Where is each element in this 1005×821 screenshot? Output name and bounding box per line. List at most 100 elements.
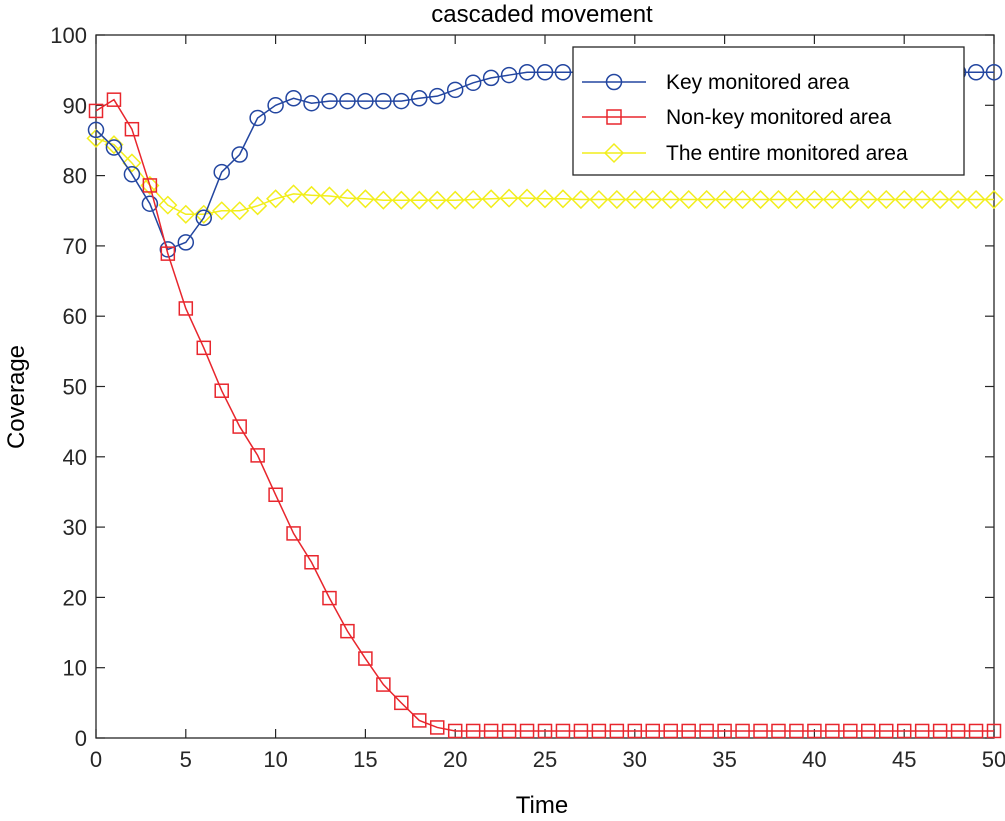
data-point: [376, 677, 391, 692]
data-point: [876, 189, 896, 210]
data-point: [319, 186, 340, 206]
data-point: [625, 189, 645, 210]
data-point: [429, 720, 445, 735]
data-point: [358, 651, 373, 666]
y-axis-title: Coverage: [3, 345, 30, 449]
data-point: [303, 94, 320, 112]
y-tick-label: 80: [63, 164, 87, 189]
data-point: [196, 340, 212, 356]
x-tick-label: 10: [263, 747, 287, 772]
data-point: [804, 189, 824, 210]
data-point: [124, 121, 140, 137]
legend-label-key: Key monitored area: [666, 71, 850, 94]
data-point: [948, 189, 968, 210]
data-point: [357, 92, 374, 110]
data-point: [445, 190, 465, 210]
data-point: [501, 723, 517, 739]
data-point: [822, 189, 842, 210]
data-point: [681, 723, 696, 739]
data-point: [984, 189, 1004, 210]
data-point: [463, 189, 483, 210]
data-point: [555, 723, 571, 739]
series-layer: [86, 64, 1004, 739]
data-point: [735, 723, 750, 739]
data-point: [88, 103, 104, 119]
x-tick-label: 5: [180, 747, 192, 772]
data-point: [825, 723, 840, 739]
x-tick-label: 15: [353, 747, 377, 772]
data-point: [158, 195, 178, 215]
data-point: [771, 723, 786, 739]
data-point: [248, 196, 268, 216]
data-point: [519, 723, 535, 739]
data-point: [966, 189, 986, 210]
legend-marker-entire: [603, 142, 625, 164]
data-point: [266, 189, 286, 209]
data-point: [950, 723, 966, 739]
series-2: [86, 128, 1004, 224]
data-point: [393, 92, 410, 110]
x-tick-label: 40: [802, 747, 826, 772]
data-point: [986, 723, 1002, 739]
data-point: [340, 623, 355, 639]
data-point: [249, 109, 266, 127]
data-point: [553, 189, 573, 209]
data-point: [427, 190, 447, 210]
data-point: [750, 189, 771, 210]
data-point: [535, 189, 555, 209]
data-point: [230, 201, 250, 221]
data-point: [643, 189, 663, 210]
data-point: [571, 189, 591, 210]
y-tick-label: 90: [63, 93, 87, 118]
data-point: [375, 92, 392, 110]
data-point: [894, 189, 914, 210]
x-tick-label: 45: [892, 747, 916, 772]
data-point: [428, 87, 446, 105]
data-point: [176, 204, 196, 224]
y-tick-label: 20: [63, 585, 87, 610]
data-point: [914, 723, 930, 739]
data-point: [554, 64, 572, 81]
data-point: [609, 723, 625, 739]
data-point: [896, 723, 912, 739]
x-tick-label: 20: [443, 747, 467, 772]
data-point: [160, 246, 176, 261]
data-point: [843, 723, 858, 739]
data-point: [645, 723, 661, 739]
data-point: [573, 723, 589, 739]
data-point: [412, 713, 427, 728]
y-tick-label: 100: [50, 23, 87, 48]
data-point: [231, 146, 248, 163]
data-point: [87, 121, 105, 139]
data-point: [878, 723, 894, 739]
data-point: [178, 301, 194, 316]
data-point: [699, 723, 714, 739]
data-point: [159, 241, 177, 258]
data-point: [123, 165, 141, 183]
data-point: [409, 190, 429, 210]
axis-ticks: 0 5 10 15 20 25 30 35 40 45 50 0 10 20 30 40 50 60 70 80 90 1…: [50, 23, 1005, 772]
data-point: [301, 185, 322, 205]
y-tick-label: 70: [63, 234, 87, 259]
data-point: [213, 163, 230, 181]
x-axis-title: Time: [516, 792, 568, 819]
data-point: [337, 188, 358, 208]
data-point: [394, 695, 409, 711]
data-point: [697, 189, 717, 210]
x-tick-label: 35: [712, 747, 736, 772]
legend-label-entire: The entire monitored area: [666, 142, 908, 165]
x-tick-label: 50: [982, 747, 1005, 772]
data-point: [500, 66, 518, 84]
data-point: [627, 723, 643, 739]
data-point: [212, 201, 232, 221]
data-point: [447, 723, 463, 739]
x-tick-label: 30: [623, 747, 647, 772]
data-point: [122, 153, 142, 173]
data-point: [391, 190, 411, 210]
data-point: [517, 188, 537, 208]
legend: Key monitored area Non-key monitored are…: [572, 46, 965, 176]
y-tick-label: 10: [63, 656, 87, 681]
data-point: [607, 189, 627, 210]
legend-marker-key: [605, 73, 623, 91]
series-1: [88, 92, 1002, 739]
